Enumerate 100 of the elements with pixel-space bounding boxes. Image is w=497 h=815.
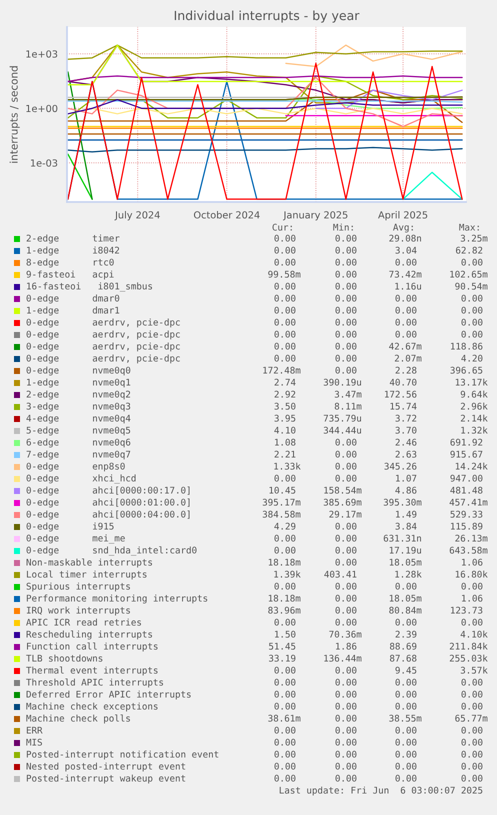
text: 0.00 0.00 0.00 0.00 [274, 678, 482, 686]
text: 0.00 0.00 0.00 0.00 [274, 318, 482, 326]
text: 3.95 735.79u 3.72 2.14k [274, 414, 488, 422]
text: 1.50 70.36m 2.39 4.10k [275, 630, 488, 638]
legend-label: 4-edge nvme0q4 [26, 414, 130, 424]
legend-label: 0-edge ahci[0000:00:17.0] [26, 486, 190, 496]
legend-label: 0-edge ahci[0000:01:00.0] [26, 498, 190, 508]
legend-label: 0-edge aerdrv, pcie-dpc [26, 318, 180, 328]
legend-label: 2-edge nvme0q2 [26, 390, 130, 400]
legend-label: 8-edge rtc0 [26, 258, 114, 268]
legend-label: IRQ work interrupts [26, 606, 130, 616]
legend-label: 2-edge timer [26, 234, 120, 244]
text: 18.18m 0.00 18.05m 1.06 [268, 594, 482, 602]
legend-label: 0-edge aerdrv, pcie-dpc [26, 354, 180, 364]
legend-label: Posted-interrupt wakeup event [26, 774, 186, 784]
y-tick-label: 1e+03 [26, 50, 58, 58]
text: 0.00 0.00 3.04 62.82 [274, 246, 482, 254]
y-axis-title: interrupts / second [10, 66, 20, 163]
legend-label: APIC ICR read retries [26, 618, 141, 626]
legend-label: Nested posted-interrupt event [26, 762, 186, 772]
text: 0.00 0.00 42.67m 118.86 [274, 342, 482, 350]
legend-label: 1-edge nvme0q1 [27, 378, 130, 388]
text: 0.00 0.00 1.07 947.00 [274, 474, 482, 482]
text: 0.00 0.00 631.31n 26.13m [274, 534, 488, 542]
text: 0.00 0.00 0.00 0.00 [274, 726, 482, 734]
legend-label: 0-edge mei_me [26, 534, 125, 544]
legend-label: 0-edge ahci[0000:04:00.0] [26, 510, 190, 520]
legend-label: TLB shootdowns [26, 654, 102, 662]
legend-label: Performance monitoring interrupts [26, 594, 208, 604]
x-tick-label: April 2025 [378, 211, 428, 220]
text: 3.50 8.11m 15.74 2.96k [274, 402, 488, 410]
x-tick-label: July 2024 [114, 211, 160, 220]
y-tick-label: 1e+00 [26, 104, 58, 112]
legend-label: 9-fasteoi acpi [26, 270, 114, 280]
text: 83.96m 0.00 80.84m 123.73 [268, 606, 482, 614]
legend-label: 0-edge aerdrv, pcie-dpc [26, 342, 180, 352]
text: 0.00 0.00 0.00 0.00 [274, 738, 482, 746]
text: 0.00 0.00 0.00 0.00 [274, 306, 482, 314]
text: 0.00 0.00 29.08n 3.25m [274, 234, 488, 242]
legend-label: Machine check polls [26, 714, 130, 724]
legend-label: Machine check exceptions [26, 702, 158, 712]
y-tick-label: 1e-03 [30, 159, 58, 167]
text: 10.45 158.54m 4.86 481.48 [270, 486, 482, 494]
text: 1.39k 403.41 1.28k 16.80k [274, 570, 488, 578]
legend-label: 0-edge i915 [26, 522, 114, 532]
legend-label: MIS [26, 738, 42, 746]
legend-label: Posted-interrupt notification event [26, 750, 218, 760]
text: 0.00 0.00 0.00 0.00 [274, 750, 482, 758]
text: Last update: Fri Jun 6 03:00:07 2025 [280, 786, 482, 796]
legend-label: 1-edge i8042 [27, 246, 120, 256]
text: 4.29 0.00 3.84 115.89 [274, 522, 482, 530]
legend-label: Local timer interrupts [26, 570, 147, 580]
legend-label: ERR [26, 726, 43, 734]
text: 0.00 0.00 9.45 3.57k [274, 666, 488, 674]
legend-label: 0-edge enp8s0 [26, 462, 125, 472]
text: 172.48m 0.00 2.28 396.65 [263, 366, 482, 374]
text: 0.00 0.00 0.00 0.00 [274, 690, 482, 698]
legend-label: 7-edge nvme0q7 [26, 450, 130, 460]
legend-label: 5-edge nvme0q5 [26, 426, 130, 436]
text: 0.00 0.00 0.00 0.00 [274, 582, 482, 590]
text: 2.92 3.47m 172.56 9.64k [274, 390, 488, 398]
text: 0.00 0.00 2.07m 4.20 [274, 354, 482, 362]
text: 18.18m 0.00 18.05m 1.06 [268, 558, 482, 566]
text: 1.33k 0.00 345.26 14.24k [274, 462, 488, 470]
legend-label: Spurious interrupts [26, 582, 130, 592]
text: 0.00 0.00 0.00 0.00 [274, 774, 482, 782]
chart-title: Individual interrupts - by year [174, 10, 360, 23]
legend-label: Threshold APIC interrupts [26, 678, 164, 688]
x-tick-label: October 2024 [194, 211, 260, 219]
legend-label: 16-fasteoi i801_smbus [27, 282, 152, 292]
text: 0.00 0.00 0.00 0.00 [274, 330, 482, 338]
legend-label: Deferred Error APIC interrupts [26, 690, 191, 700]
text: 51.45 1.86 88.69 211.84k [269, 642, 488, 650]
legend-label: Thermal event interrupts [26, 666, 158, 676]
text: 0.00 0.00 0.00 0.00 [274, 702, 482, 710]
text: 0.00 0.00 17.19u 643.58m [274, 546, 488, 554]
text: 384.58m 29.17m 1.49 529.33 [262, 510, 482, 518]
x-tick-label: January 2025 [283, 211, 348, 220]
text: 0.00 0.00 0.00 0.00 [274, 294, 482, 302]
text: 395.17m 385.69m 395.30m 457.41m [262, 498, 488, 506]
legend-label: 0-edge dmar0 [26, 294, 120, 304]
text: 0.00 0.00 0.00 0.00 [274, 618, 482, 626]
legend-label: 6-edge nvme0q6 [26, 438, 130, 448]
legend-label: Non-maskable interrupts [26, 558, 152, 568]
text: 4.10 344.44u 3.70 1.32k [274, 426, 488, 434]
legend-label: 0-edge nvme0q0 [26, 366, 130, 376]
text: 38.61m 0.00 38.55m 65.77m [268, 714, 488, 722]
legend-label: 0-edge aerdrv, pcie-dpc [26, 330, 180, 340]
text: 2.21 0.00 2.63 915.67 [274, 450, 482, 458]
legend-label: 3-edge nvme0q3 [26, 402, 130, 412]
text: 0.00 0.00 0.00 0.00 [274, 762, 482, 770]
legend-label: Function call interrupts [27, 642, 158, 652]
legend-label: 0-edge snd_hda_intel:card0 [26, 546, 196, 556]
text: 99.58m 0.00 73.42m 102.65m [268, 270, 488, 278]
legend-label: 1-edge dmar1 [27, 306, 120, 316]
legend-label: Rescheduling interrupts [26, 630, 152, 640]
legend-label: 0-edge xhci_hcd [26, 474, 136, 484]
text: 2.74 390.19u 40.70 13.17k [274, 378, 488, 386]
text: 33.19 136.44m 87.68 255.03k [269, 654, 488, 662]
text: 0.00 0.00 0.00 0.00 [274, 258, 482, 266]
